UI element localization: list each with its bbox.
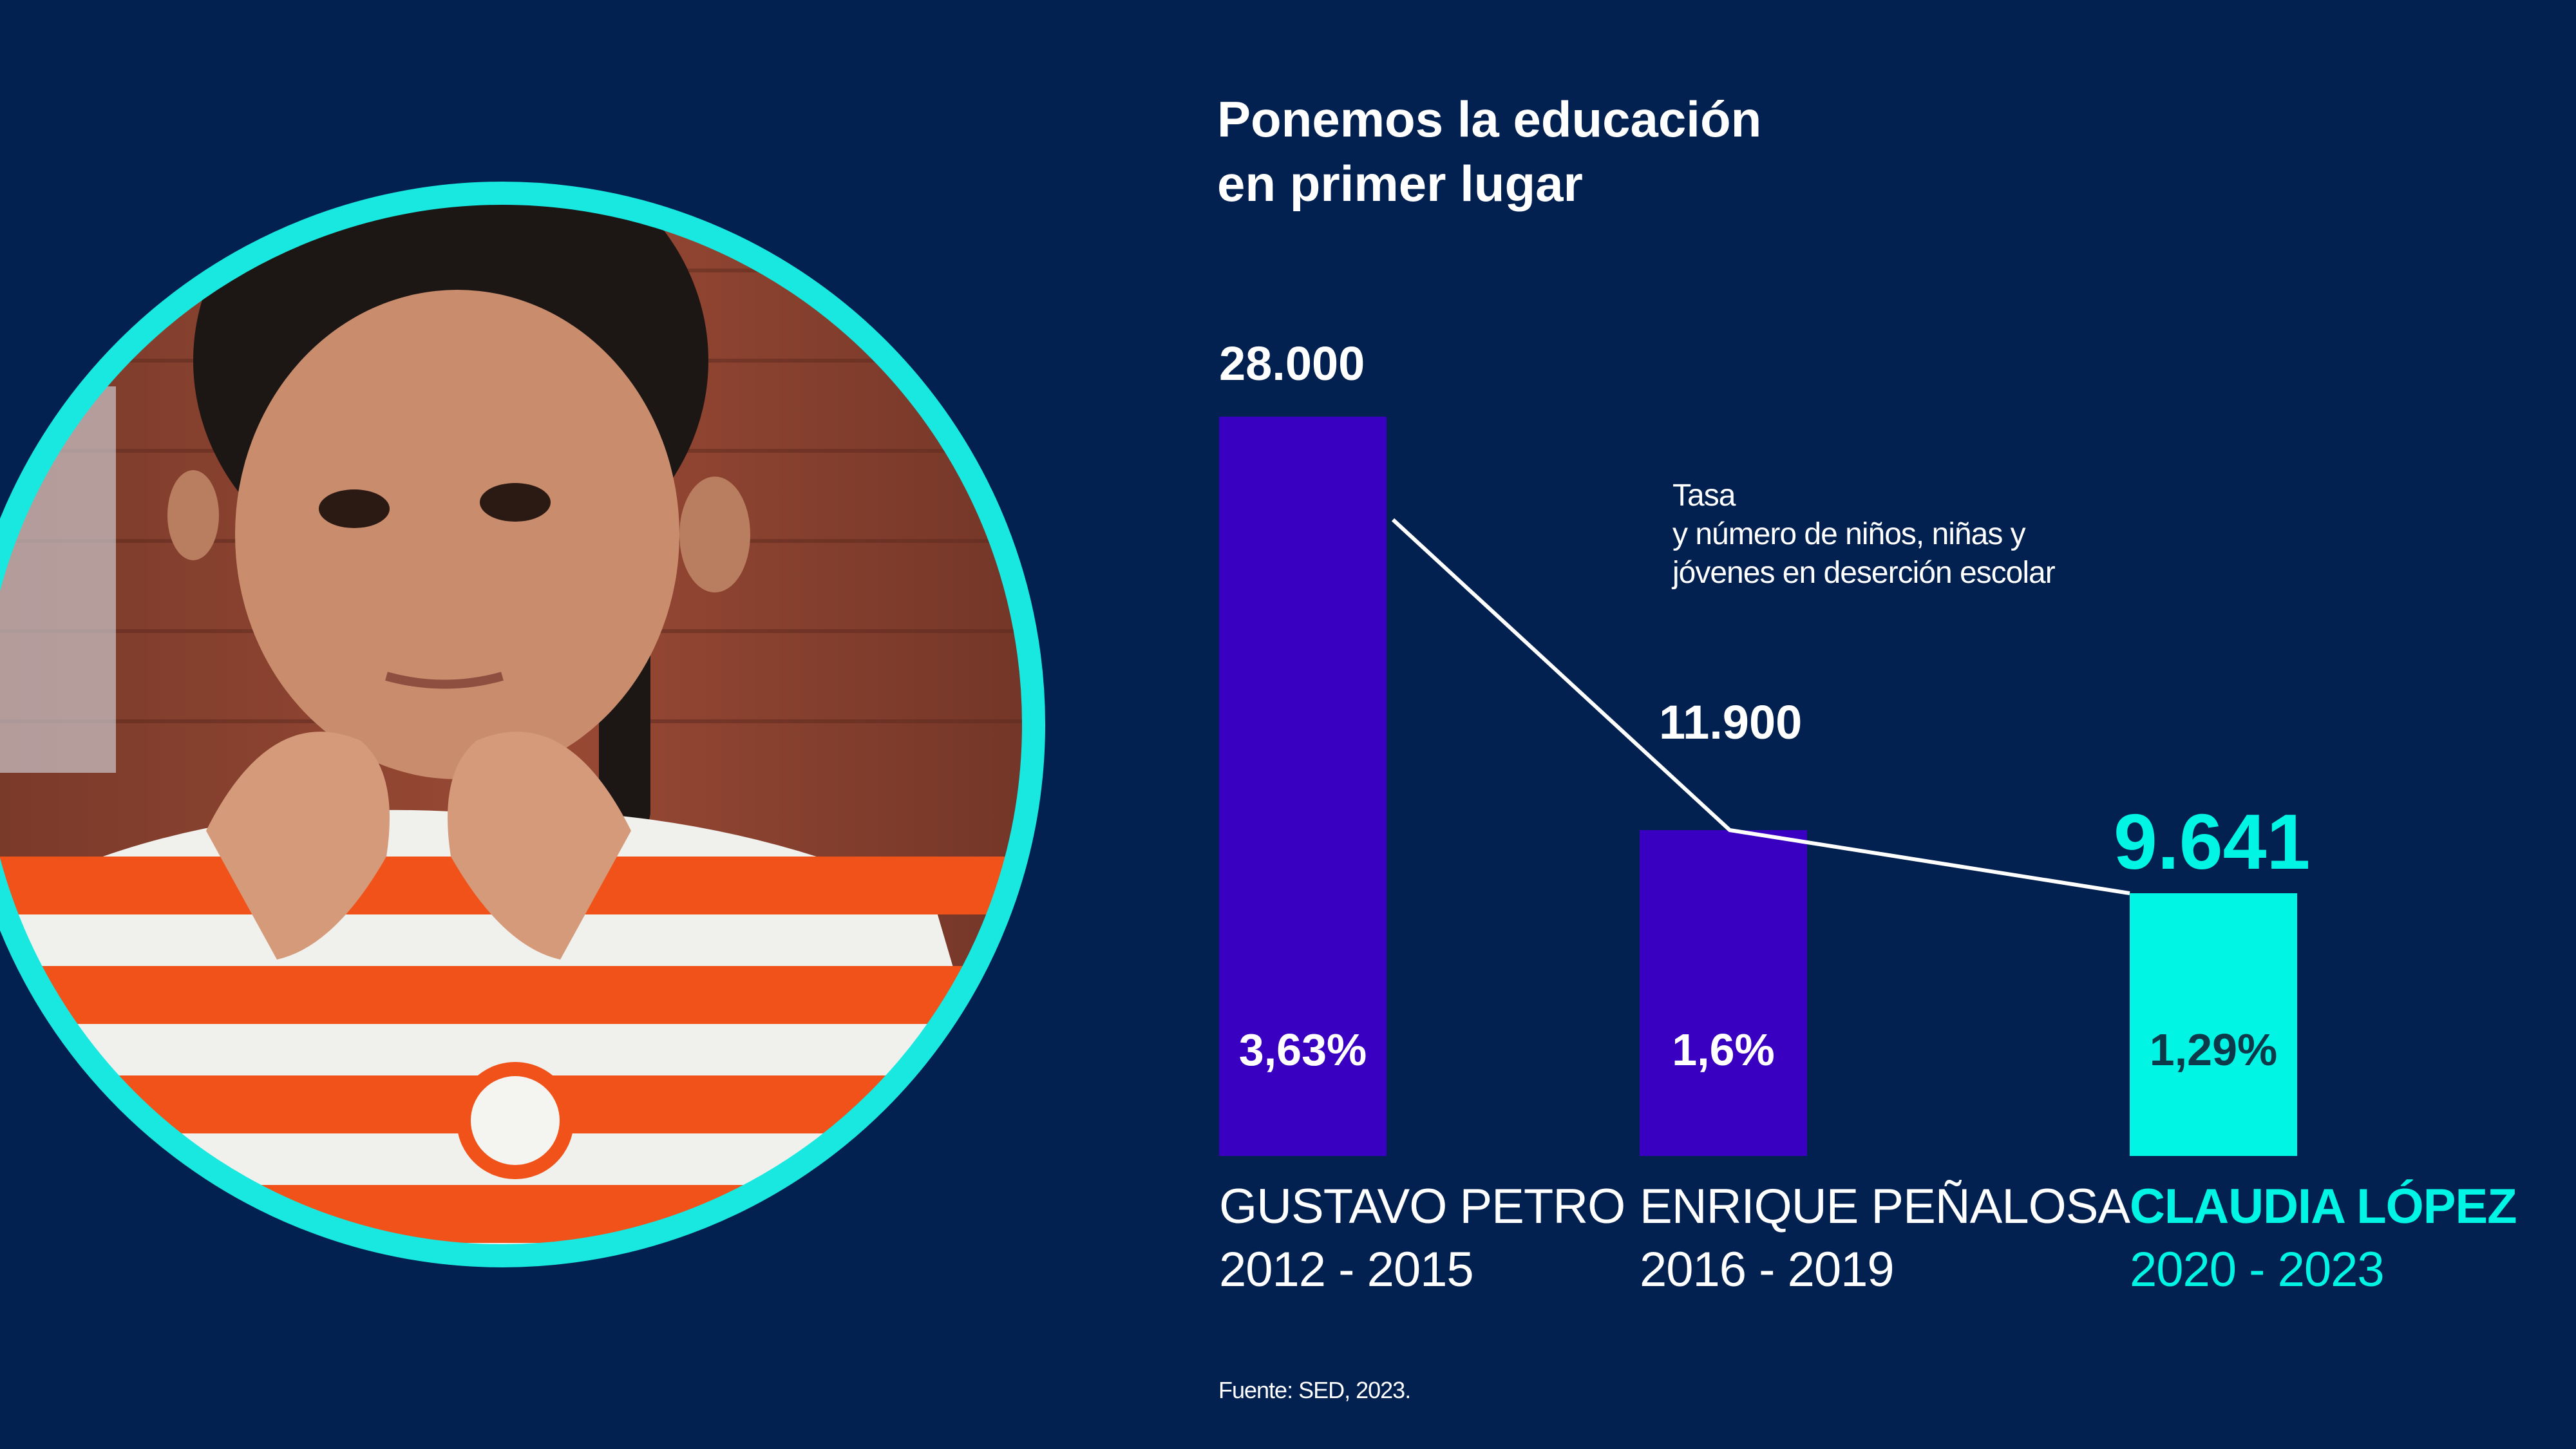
source-note: Fuente: SED, 2023. [1218,1377,1411,1403]
chart-title: Ponemos la educación en primer lugar [1217,87,1761,216]
mayor-period-2: 2016 - 2019 [1640,1242,1895,1297]
title-line-1: Ponemos la educación [1217,91,1762,147]
mayor-label-1: GUSTAVO PETRO 2012 - 2015 [1219,1175,1625,1302]
count-label-1: 28.000 [1219,337,1365,390]
mayor-period-3: 2020 - 2023 [2130,1242,2385,1297]
mayor-name-3: CLAUDIA LÓPEZ [2130,1179,2517,1234]
caption-line-2: y número de niños, niñas y [1672,517,2026,551]
mayor-label-2: ENRIQUE PEÑALOSA 2016 - 2019 [1640,1175,2130,1302]
title-line-2: en primer lugar [1217,155,1583,212]
rate-label-3: 1,29% [2149,1025,2278,1075]
bar-1 [1219,417,1387,1156]
mayor-name-2: ENRIQUE PEÑALOSA [1640,1179,2130,1234]
count-label-2: 11.900 [1659,695,1803,749]
rate-label-1: 3,63% [1238,1025,1367,1075]
student-photo [0,182,1045,1267]
photo-panel [0,0,1095,1449]
caption-line-1: Tasa [1672,478,1736,513]
chart-caption: Tasa y número de niños, niñas y jóvenes … [1672,477,2056,592]
mayor-period-1: 2012 - 2015 [1219,1242,1474,1297]
rate-label-2: 1,6% [1672,1025,1775,1075]
caption-line-3: jóvenes en deserción escolar [1672,556,2056,590]
bar-2 [1640,829,1807,1156]
mayor-name-1: GUSTAVO PETRO [1219,1179,1625,1234]
bar-3 [2130,893,2297,1156]
mayor-label-3: CLAUDIA LÓPEZ 2020 - 2023 [2130,1175,2517,1302]
count-label-3: 9.641 [2114,798,2311,886]
